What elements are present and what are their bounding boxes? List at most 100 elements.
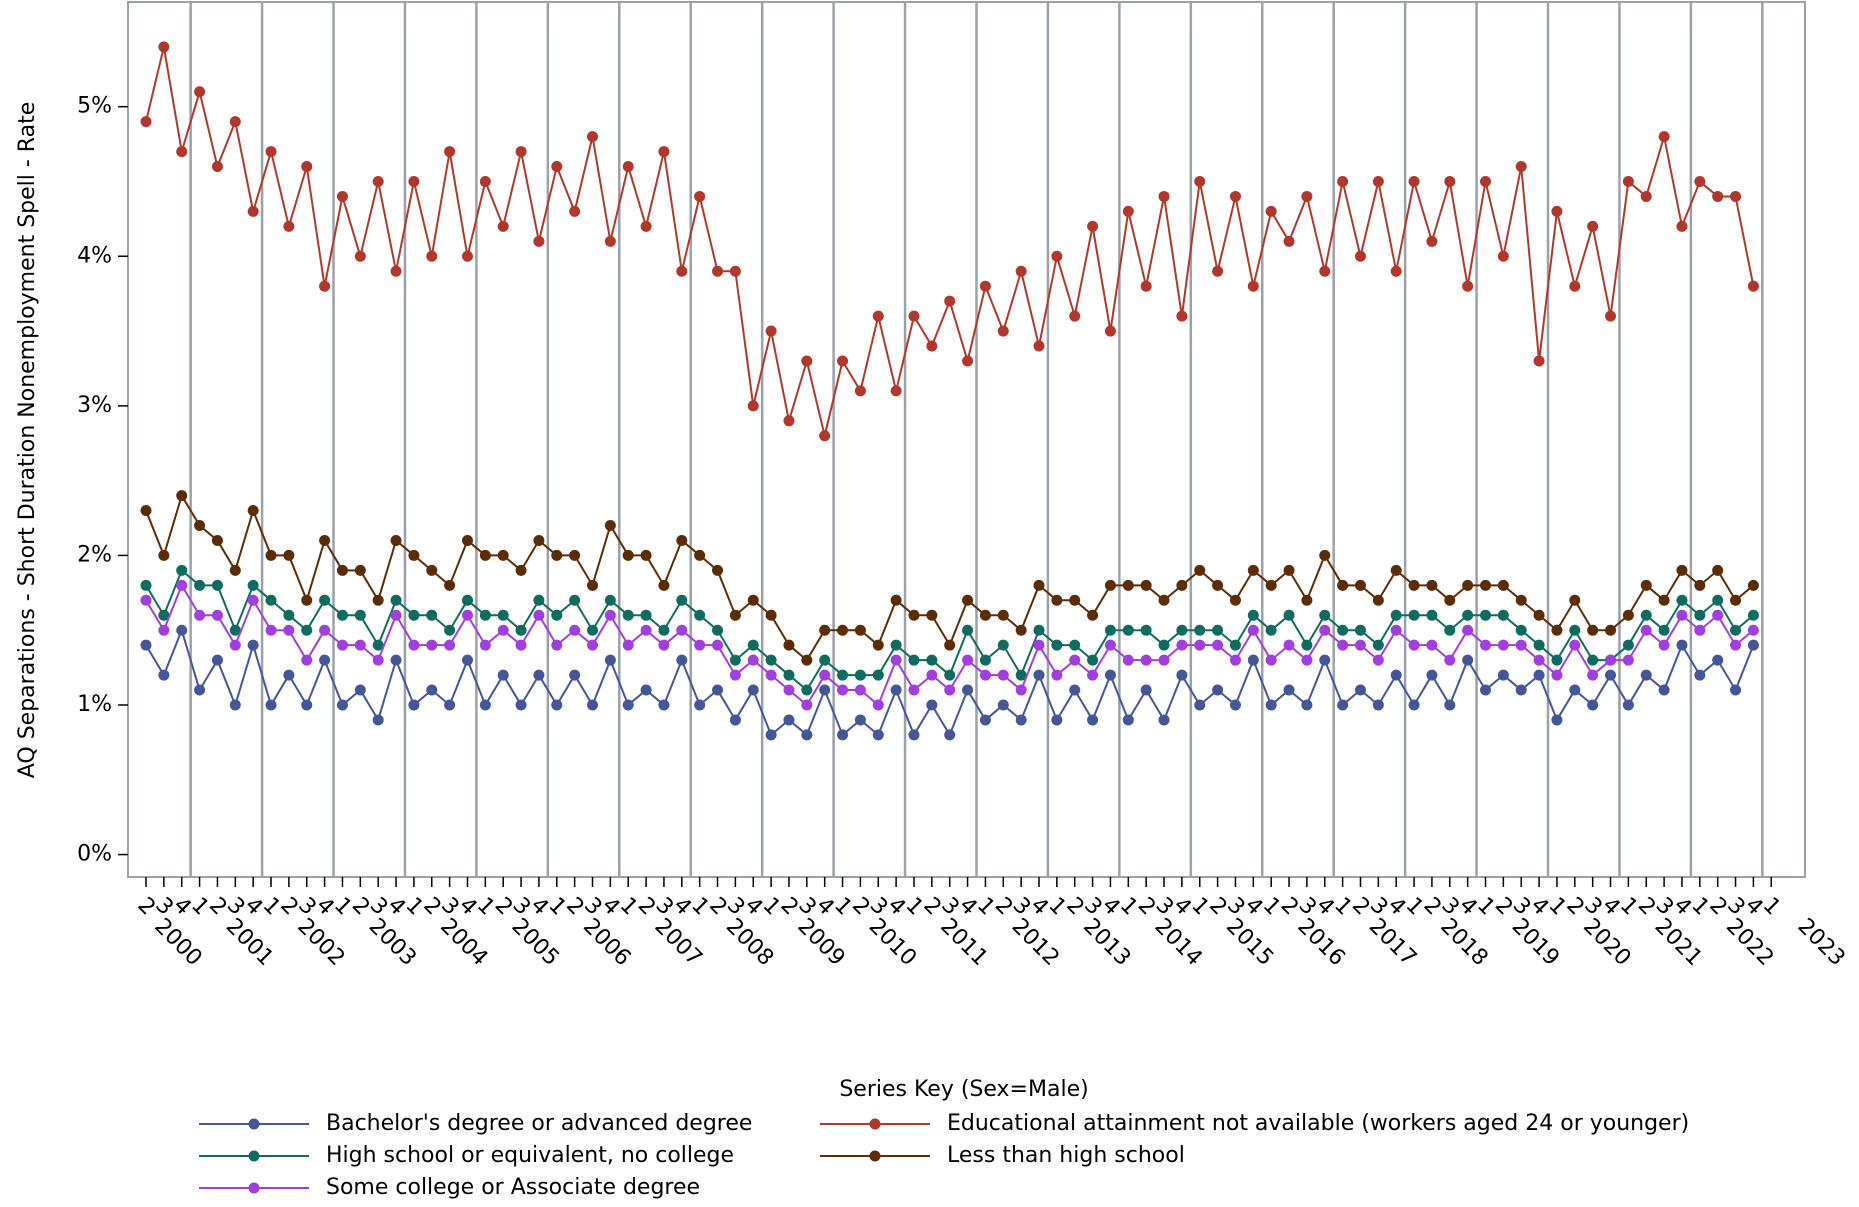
data-point (890, 385, 902, 397)
data-point (979, 669, 991, 681)
data-point (1212, 265, 1224, 277)
data-point (837, 669, 849, 681)
data-point (801, 684, 813, 696)
data-point (997, 609, 1009, 621)
data-point (1354, 639, 1366, 651)
data-point (1194, 624, 1206, 636)
data-point (444, 699, 456, 711)
data-point (1051, 714, 1063, 726)
data-point (461, 534, 473, 546)
data-point (372, 175, 384, 187)
data-point (533, 594, 545, 606)
year-label: 2007 (649, 914, 706, 971)
data-point (1497, 579, 1509, 591)
data-point (765, 729, 777, 741)
data-point (1283, 235, 1295, 247)
data-point (819, 684, 831, 696)
data-point (640, 624, 652, 636)
data-point (1694, 175, 1706, 187)
data-point (1194, 564, 1206, 576)
data-point (712, 684, 724, 696)
data-point (283, 669, 295, 681)
data-point (604, 609, 616, 621)
data-point (908, 684, 920, 696)
data-point (1194, 175, 1206, 187)
data-point (1104, 639, 1116, 651)
data-point (1747, 624, 1759, 636)
data-point (301, 654, 313, 666)
data-point (319, 654, 331, 666)
data-point (872, 699, 884, 711)
data-point (158, 549, 170, 561)
data-point (176, 490, 188, 502)
data-point (819, 669, 831, 681)
data-point (140, 639, 152, 651)
data-point (801, 355, 813, 367)
legend-label: Some college or Associate degree (326, 1175, 700, 1200)
data-point (1497, 639, 1509, 651)
data-point (479, 699, 491, 711)
data-point (1712, 654, 1724, 666)
data-point (837, 355, 849, 367)
data-point (1069, 684, 1081, 696)
data-point (1033, 579, 1045, 591)
year-label: 2012 (1007, 914, 1064, 971)
data-point (1069, 654, 1081, 666)
data-point (765, 325, 777, 337)
legend-label: High school or equivalent, no college (326, 1143, 734, 1168)
data-point (1283, 639, 1295, 651)
data-point (1051, 594, 1063, 606)
data-point (694, 639, 706, 651)
data-point (747, 639, 759, 651)
data-point (354, 684, 366, 696)
data-point (461, 609, 473, 621)
data-point (1533, 609, 1545, 621)
data-point (819, 430, 831, 442)
data-point (1497, 250, 1509, 262)
data-point (1444, 175, 1456, 187)
data-point (729, 609, 741, 621)
data-point (194, 86, 206, 98)
data-point (1444, 654, 1456, 666)
data-point (1515, 594, 1527, 606)
data-point (1069, 639, 1081, 651)
data-point (1158, 654, 1170, 666)
data-point (372, 594, 384, 606)
data-point (694, 699, 706, 711)
year-label: 2001 (221, 914, 278, 971)
data-point (926, 669, 938, 681)
data-point (944, 295, 956, 307)
data-point (1301, 190, 1313, 202)
data-point (729, 654, 741, 666)
data-point (1515, 624, 1527, 636)
data-point (1158, 714, 1170, 726)
data-point (1015, 714, 1027, 726)
data-point (444, 624, 456, 636)
data-point (1265, 205, 1277, 217)
data-point (319, 534, 331, 546)
data-point (1229, 639, 1241, 651)
data-point (390, 594, 402, 606)
data-point (819, 654, 831, 666)
data-point (1337, 699, 1349, 711)
data-point (1551, 624, 1563, 636)
year-label: 2010 (864, 914, 921, 971)
data-point (747, 654, 759, 666)
data-point (1283, 609, 1295, 621)
data-point (1122, 714, 1134, 726)
data-point (712, 265, 724, 277)
year-label: 2014 (1150, 914, 1207, 971)
data-point (1676, 639, 1688, 651)
data-point (801, 699, 813, 711)
data-point (176, 564, 188, 576)
data-point (533, 235, 545, 247)
data-point (1408, 175, 1420, 187)
data-point (729, 714, 741, 726)
year-label: 2000 (149, 914, 206, 971)
data-point (765, 654, 777, 666)
data-point (926, 340, 938, 352)
data-point (247, 579, 259, 591)
data-point (1551, 654, 1563, 666)
data-point (1587, 654, 1599, 666)
data-point (1194, 699, 1206, 711)
